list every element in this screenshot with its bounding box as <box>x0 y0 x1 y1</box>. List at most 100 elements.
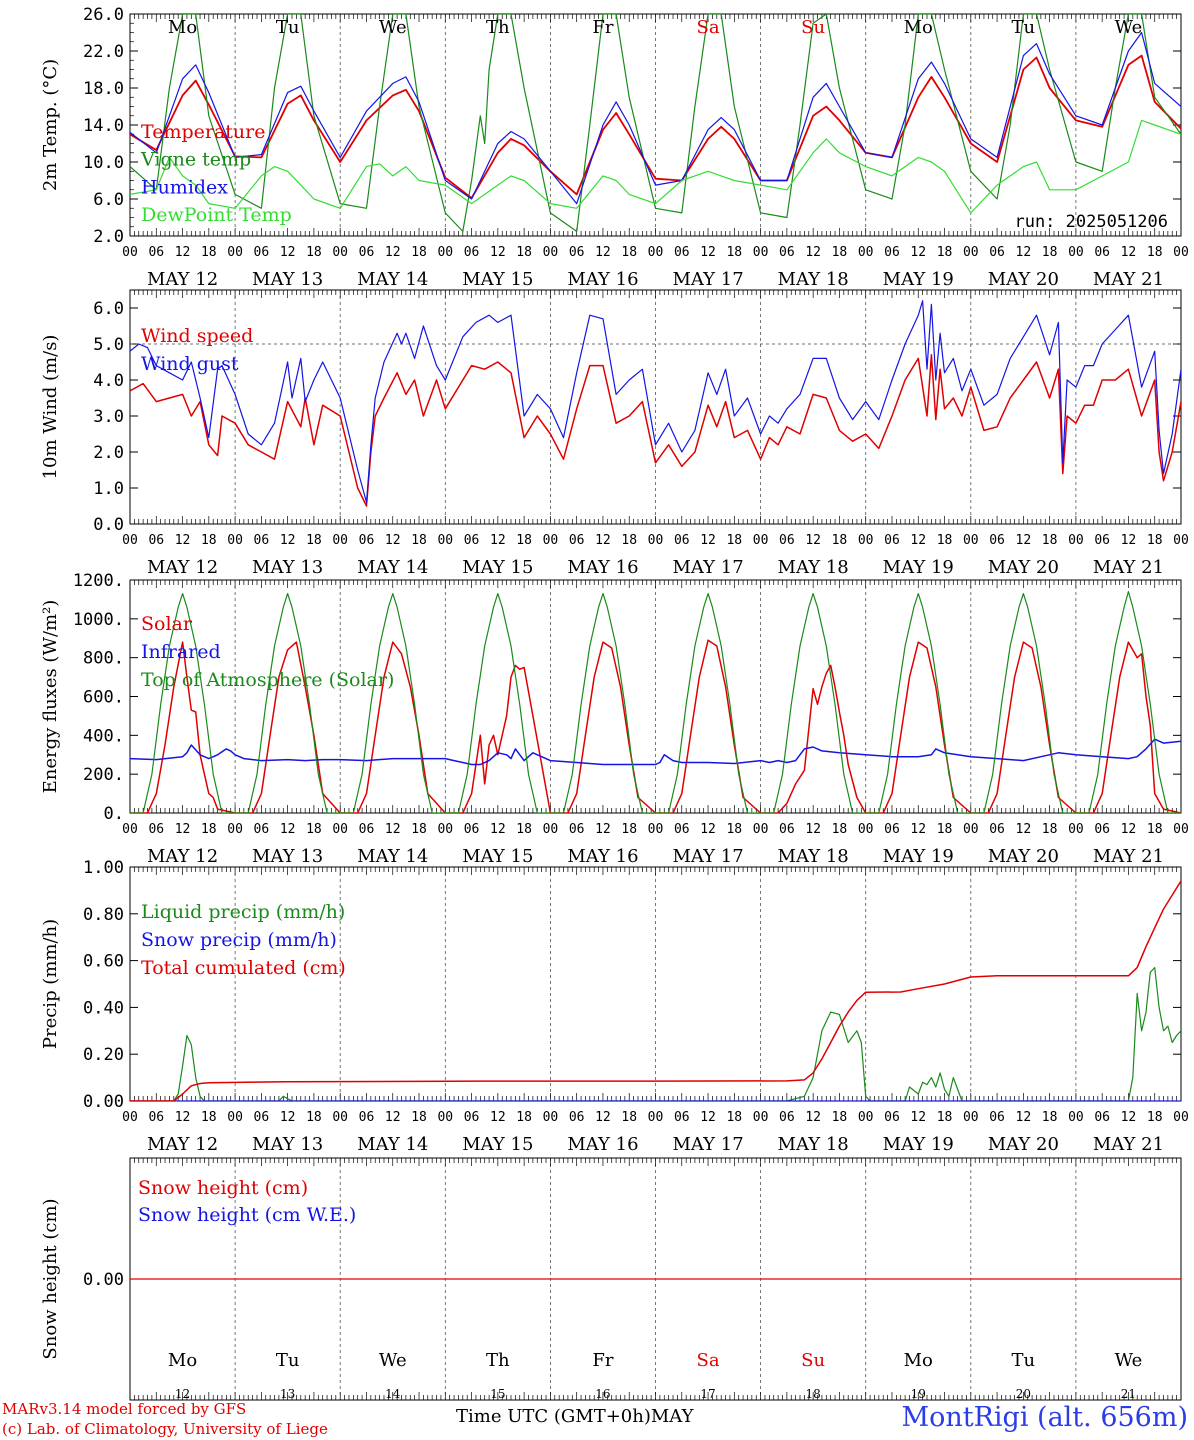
series-line-humidex <box>130 31 1181 205</box>
date-label: MAY 20 <box>988 557 1059 578</box>
hour-tick-label: 00 <box>227 1110 243 1125</box>
hour-tick-label: 12 <box>385 533 401 548</box>
hour-tick-label: 06 <box>674 533 690 548</box>
hour-tick-label: 12 <box>490 1110 506 1125</box>
day-name-label: We <box>379 17 407 38</box>
hour-tick-label: 12 <box>910 533 926 548</box>
hour-tick-label: 00 <box>753 245 769 260</box>
hour-tick-label: 18 <box>201 822 217 837</box>
hour-tick-label: 06 <box>359 245 375 260</box>
date-label: MAY 13 <box>252 269 323 290</box>
hour-tick-label: 00 <box>437 822 453 837</box>
hour-tick-label: 18 <box>621 1110 637 1125</box>
hour-tick-label: 00 <box>332 1110 348 1125</box>
series-line-infrared <box>130 738 1181 766</box>
date-label: MAY 13 <box>252 557 323 578</box>
day-name-label: Th <box>486 1350 510 1371</box>
hour-tick-label: 00 <box>1068 822 1084 837</box>
y-tick-label: 0.0 <box>93 515 124 535</box>
day-number-label: 13 <box>280 1387 295 1401</box>
hour-tick-label: 18 <box>726 245 742 260</box>
hour-tick-label: 00 <box>122 245 138 260</box>
hour-tick-label: 12 <box>175 1110 191 1125</box>
hour-tick-label: 06 <box>779 1110 795 1125</box>
hour-tick-label: 18 <box>726 822 742 837</box>
y-tick-label: 4.0 <box>93 371 124 391</box>
date-label: MAY 15 <box>462 1134 533 1155</box>
y-axis-label: 10m Wind (m/s) <box>40 335 61 480</box>
hour-tick-label: 06 <box>674 822 690 837</box>
hour-tick-label: 18 <box>516 245 532 260</box>
day-name-label: Tu <box>276 1350 300 1371</box>
hour-tick-label: 12 <box>385 822 401 837</box>
hour-tick-label: 12 <box>910 245 926 260</box>
hour-tick-label: 00 <box>437 245 453 260</box>
y-tick-label: 1.0 <box>93 479 124 499</box>
date-label: MAY 20 <box>988 846 1059 867</box>
hour-tick-label: 00 <box>227 822 243 837</box>
hour-tick-label: 00 <box>332 533 348 548</box>
date-label: MAY 15 <box>462 846 533 867</box>
legend-entry: Top of Atmosphere (Solar) <box>141 669 394 691</box>
hour-tick-label: 06 <box>148 245 164 260</box>
hour-tick-label: 18 <box>306 533 322 548</box>
hour-tick-label: 12 <box>385 245 401 260</box>
hour-tick-label: 12 <box>700 822 716 837</box>
hour-tick-label: 18 <box>937 1110 953 1125</box>
y-axis-label: Energy fluxes (W/m²) <box>40 600 61 794</box>
hour-tick-label: 18 <box>1042 1110 1058 1125</box>
y-tick-label: 0.60 <box>83 952 124 972</box>
hour-tick-label: 06 <box>254 822 270 837</box>
y-tick-label: 14.0 <box>83 116 124 136</box>
hour-tick-label: 18 <box>1147 822 1163 837</box>
hour-tick-label: 18 <box>726 1110 742 1125</box>
hour-tick-label: 06 <box>359 822 375 837</box>
day-name-label: Th <box>486 17 510 38</box>
legend-entry: Snow height (cm) <box>138 1177 308 1199</box>
date-label: MAY 17 <box>672 846 743 867</box>
y-tick-label: 800. <box>83 649 124 669</box>
hour-tick-label: 00 <box>858 822 874 837</box>
date-label: MAY 19 <box>883 557 954 578</box>
hour-tick-label: 00 <box>648 533 664 548</box>
hour-tick-label: 00 <box>858 533 874 548</box>
energy-panel: 0. 200. 400. 600. 800. 1000. 1200. Energy fluxe… <box>40 571 1189 867</box>
hour-tick-label: 12 <box>805 245 821 260</box>
hour-tick-label: 12 <box>175 533 191 548</box>
hour-tick-label: 18 <box>1147 1110 1163 1125</box>
hour-tick-label: 00 <box>753 822 769 837</box>
wind-panel: 0.0 1.0 2.0 3.0 4.0 5.0 6.0 10m Wind (m/s) Wind … <box>40 289 1189 578</box>
series-line-temperature <box>130 54 1181 200</box>
date-label: MAY 12 <box>147 557 218 578</box>
station-title: MontRigi (alt. 656m) <box>901 1402 1188 1433</box>
day-name-label: We <box>1115 17 1143 38</box>
hour-tick-label: 06 <box>359 533 375 548</box>
y-tick-label: 22.0 <box>83 42 124 62</box>
day-name-label: Tu <box>276 17 300 38</box>
date-label: MAY 21 <box>1093 557 1164 578</box>
hour-tick-label: 18 <box>201 533 217 548</box>
hour-tick-label: 06 <box>254 1110 270 1125</box>
day-name-label: Fr <box>592 17 613 38</box>
date-label: MAY 21 <box>1093 269 1164 290</box>
day-number-label: 21 <box>1121 1387 1136 1401</box>
hour-tick-label: 00 <box>543 1110 559 1125</box>
run-label: run: 2025051206 <box>1014 212 1168 232</box>
y-tick-label: 3.0 <box>93 407 124 427</box>
y-tick-label: 26.0 <box>83 5 124 25</box>
y-tick-label: 0.00 <box>83 1092 124 1112</box>
hour-tick-label: 06 <box>1094 1110 1110 1125</box>
hour-tick-label: 12 <box>1121 533 1137 548</box>
day-name-label: Su <box>801 17 825 38</box>
day-number-label: 16 <box>595 1387 610 1401</box>
hour-tick-label: 18 <box>937 822 953 837</box>
y-tick-label: 0. <box>104 804 124 824</box>
hour-tick-label: 12 <box>1016 533 1032 548</box>
hour-tick-label: 00 <box>648 822 664 837</box>
series-line-total-cumulated-cm- <box>130 880 1181 1101</box>
date-label: MAY 17 <box>672 269 743 290</box>
hour-tick-label: 00 <box>227 245 243 260</box>
hour-tick-label: 18 <box>201 245 217 260</box>
y-tick-label: 400. <box>83 726 124 746</box>
hour-tick-label: 12 <box>910 1110 926 1125</box>
